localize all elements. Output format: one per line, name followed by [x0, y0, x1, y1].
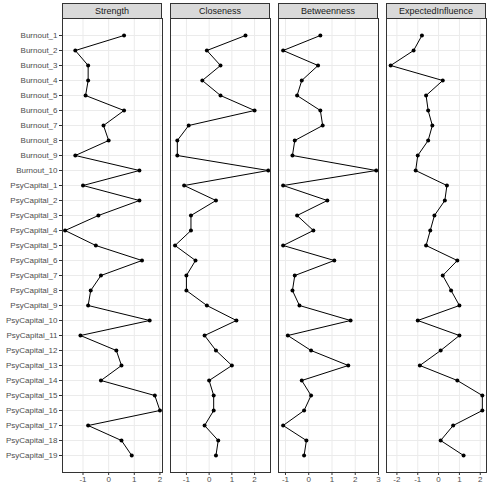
svg-text:Burnout_4: Burnout_4 — [21, 76, 58, 85]
svg-text:Burnout_8: Burnout_8 — [21, 136, 58, 145]
svg-text:PsyCapital_15: PsyCapital_15 — [6, 391, 58, 400]
svg-text:PsyCapital_7: PsyCapital_7 — [10, 271, 58, 280]
svg-text:2: 2 — [478, 475, 483, 484]
svg-text:Burnout_2: Burnout_2 — [21, 46, 58, 55]
svg-text:0: 0 — [106, 475, 111, 484]
svg-text:Burnout_7: Burnout_7 — [21, 121, 58, 130]
svg-text:-1: -1 — [282, 475, 290, 484]
svg-text:Burnout_1: Burnout_1 — [21, 31, 58, 40]
svg-text:PsyCapital_3: PsyCapital_3 — [10, 211, 58, 220]
svg-text:2: 2 — [353, 475, 358, 484]
svg-text:PsyCapital_13: PsyCapital_13 — [6, 361, 58, 370]
html-text:Closeness: Closeness — [199, 6, 241, 16]
svg-text:PsyCapital_5: PsyCapital_5 — [10, 241, 58, 250]
svg-text:1: 1 — [457, 475, 462, 484]
svg-text:PsyCapital_6: PsyCapital_6 — [10, 256, 58, 265]
svg-text:PsyCapital_11: PsyCapital_11 — [7, 331, 59, 340]
svg-text:1: 1 — [230, 475, 235, 484]
svg-text:2: 2 — [252, 475, 257, 484]
svg-text:PsyCapital_1: PsyCapital_1 — [10, 181, 58, 190]
svg-text:PsyCapital_19: PsyCapital_19 — [6, 451, 58, 460]
svg-text:PsyCapital_9: PsyCapital_9 — [10, 301, 58, 310]
svg-text:0: 0 — [307, 475, 312, 484]
svg-text:PsyCapital_18: PsyCapital_18 — [6, 436, 58, 445]
svg-text:Burnout_3: Burnout_3 — [21, 61, 58, 70]
svg-text:1: 1 — [330, 475, 335, 484]
svg-text:PsyCapital_8: PsyCapital_8 — [10, 286, 58, 295]
svg-text:Burnout_10: Burnout_10 — [16, 166, 58, 175]
svg-text:PsyCapital_12: PsyCapital_12 — [6, 346, 58, 355]
svg-text:PsyCapital_2: PsyCapital_2 — [10, 196, 58, 205]
svg-text:-1: -1 — [79, 475, 87, 484]
svg-text:PsyCapital_10: PsyCapital_10 — [6, 316, 58, 325]
html-text:Betweenness: Betweenness — [301, 6, 355, 16]
svg-text:-2: -2 — [393, 475, 401, 484]
svg-text:-1: -1 — [183, 475, 191, 484]
svg-text:3: 3 — [376, 475, 381, 484]
svg-text:0: 0 — [207, 475, 212, 484]
svg-text:2: 2 — [158, 475, 163, 484]
html-text:Strength: Strength — [95, 6, 129, 16]
svg-text:0: 0 — [436, 475, 441, 484]
svg-text:-1: -1 — [414, 475, 422, 484]
svg-text:Burnout_6: Burnout_6 — [21, 106, 58, 115]
svg-text:PsyCapital_4: PsyCapital_4 — [10, 226, 58, 235]
svg-text:PsyCapital_16: PsyCapital_16 — [6, 406, 58, 415]
svg-text:Burnout_9: Burnout_9 — [21, 151, 58, 160]
svg-text:PsyCapital_17: PsyCapital_17 — [6, 421, 58, 430]
svg-text:PsyCapital_14: PsyCapital_14 — [6, 376, 58, 385]
svg-text:1: 1 — [132, 475, 137, 484]
html-text:ExpectedInfluence: ExpectedInfluence — [399, 6, 473, 16]
svg-text:Burnout_5: Burnout_5 — [21, 91, 58, 100]
